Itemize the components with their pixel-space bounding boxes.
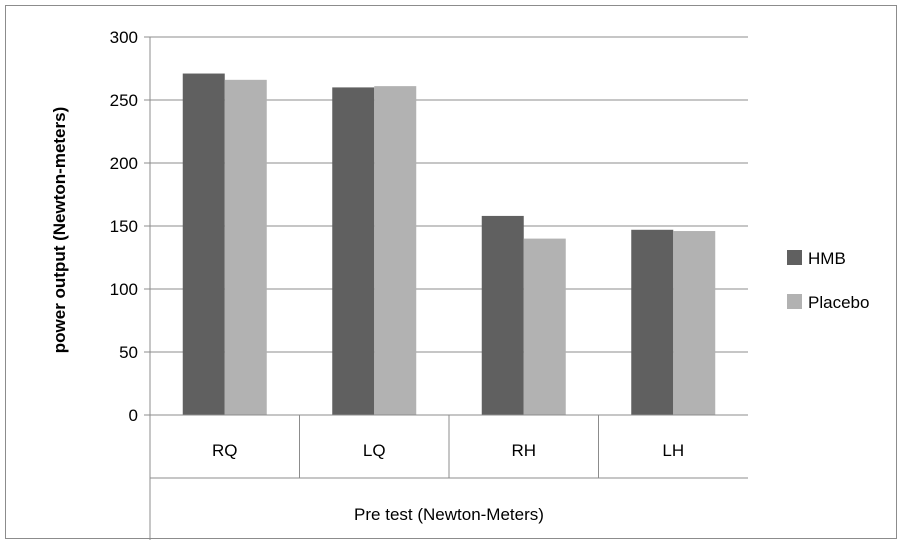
legend-swatch — [787, 250, 802, 265]
x-axis-categories: RQ LQ RH LH — [212, 441, 684, 460]
bar-hmb-lh — [631, 229, 674, 415]
legend-label: Placebo — [808, 293, 869, 312]
y-axis-ticks: 0 50 100 150 200 250 300 — [110, 28, 150, 425]
category-label: LQ — [363, 441, 386, 460]
y-tick-label: 100 — [110, 280, 138, 299]
bar-hmb-lq — [332, 87, 375, 416]
bar-hmb-rh — [481, 215, 524, 415]
bar-placebo-rq — [224, 79, 267, 415]
legend-label: HMB — [808, 249, 846, 268]
y-tick-label: 150 — [110, 217, 138, 236]
y-axis-label: power output (Newton-meters) — [50, 107, 69, 354]
category-label: LH — [662, 441, 684, 460]
chart-frame — [5, 5, 897, 539]
axes — [149, 37, 748, 540]
x-axis-label: Pre test (Newton-Meters) — [354, 505, 544, 524]
y-tick-label: 300 — [110, 28, 138, 47]
bar-placebo-rh — [523, 238, 566, 415]
y-tick-label: 0 — [129, 406, 138, 425]
legend-swatch — [787, 294, 802, 309]
legend: HMB Placebo — [787, 249, 869, 312]
bars — [182, 73, 716, 416]
bar-placebo-lh — [673, 231, 716, 415]
bar-hmb-rq — [182, 73, 225, 415]
y-tick-label: 200 — [110, 154, 138, 173]
y-tick-label: 250 — [110, 91, 138, 110]
y-tick-label: 50 — [119, 343, 138, 362]
bar-placebo-lq — [374, 86, 417, 415]
category-label: RQ — [212, 441, 238, 460]
category-label: RH — [511, 441, 536, 460]
